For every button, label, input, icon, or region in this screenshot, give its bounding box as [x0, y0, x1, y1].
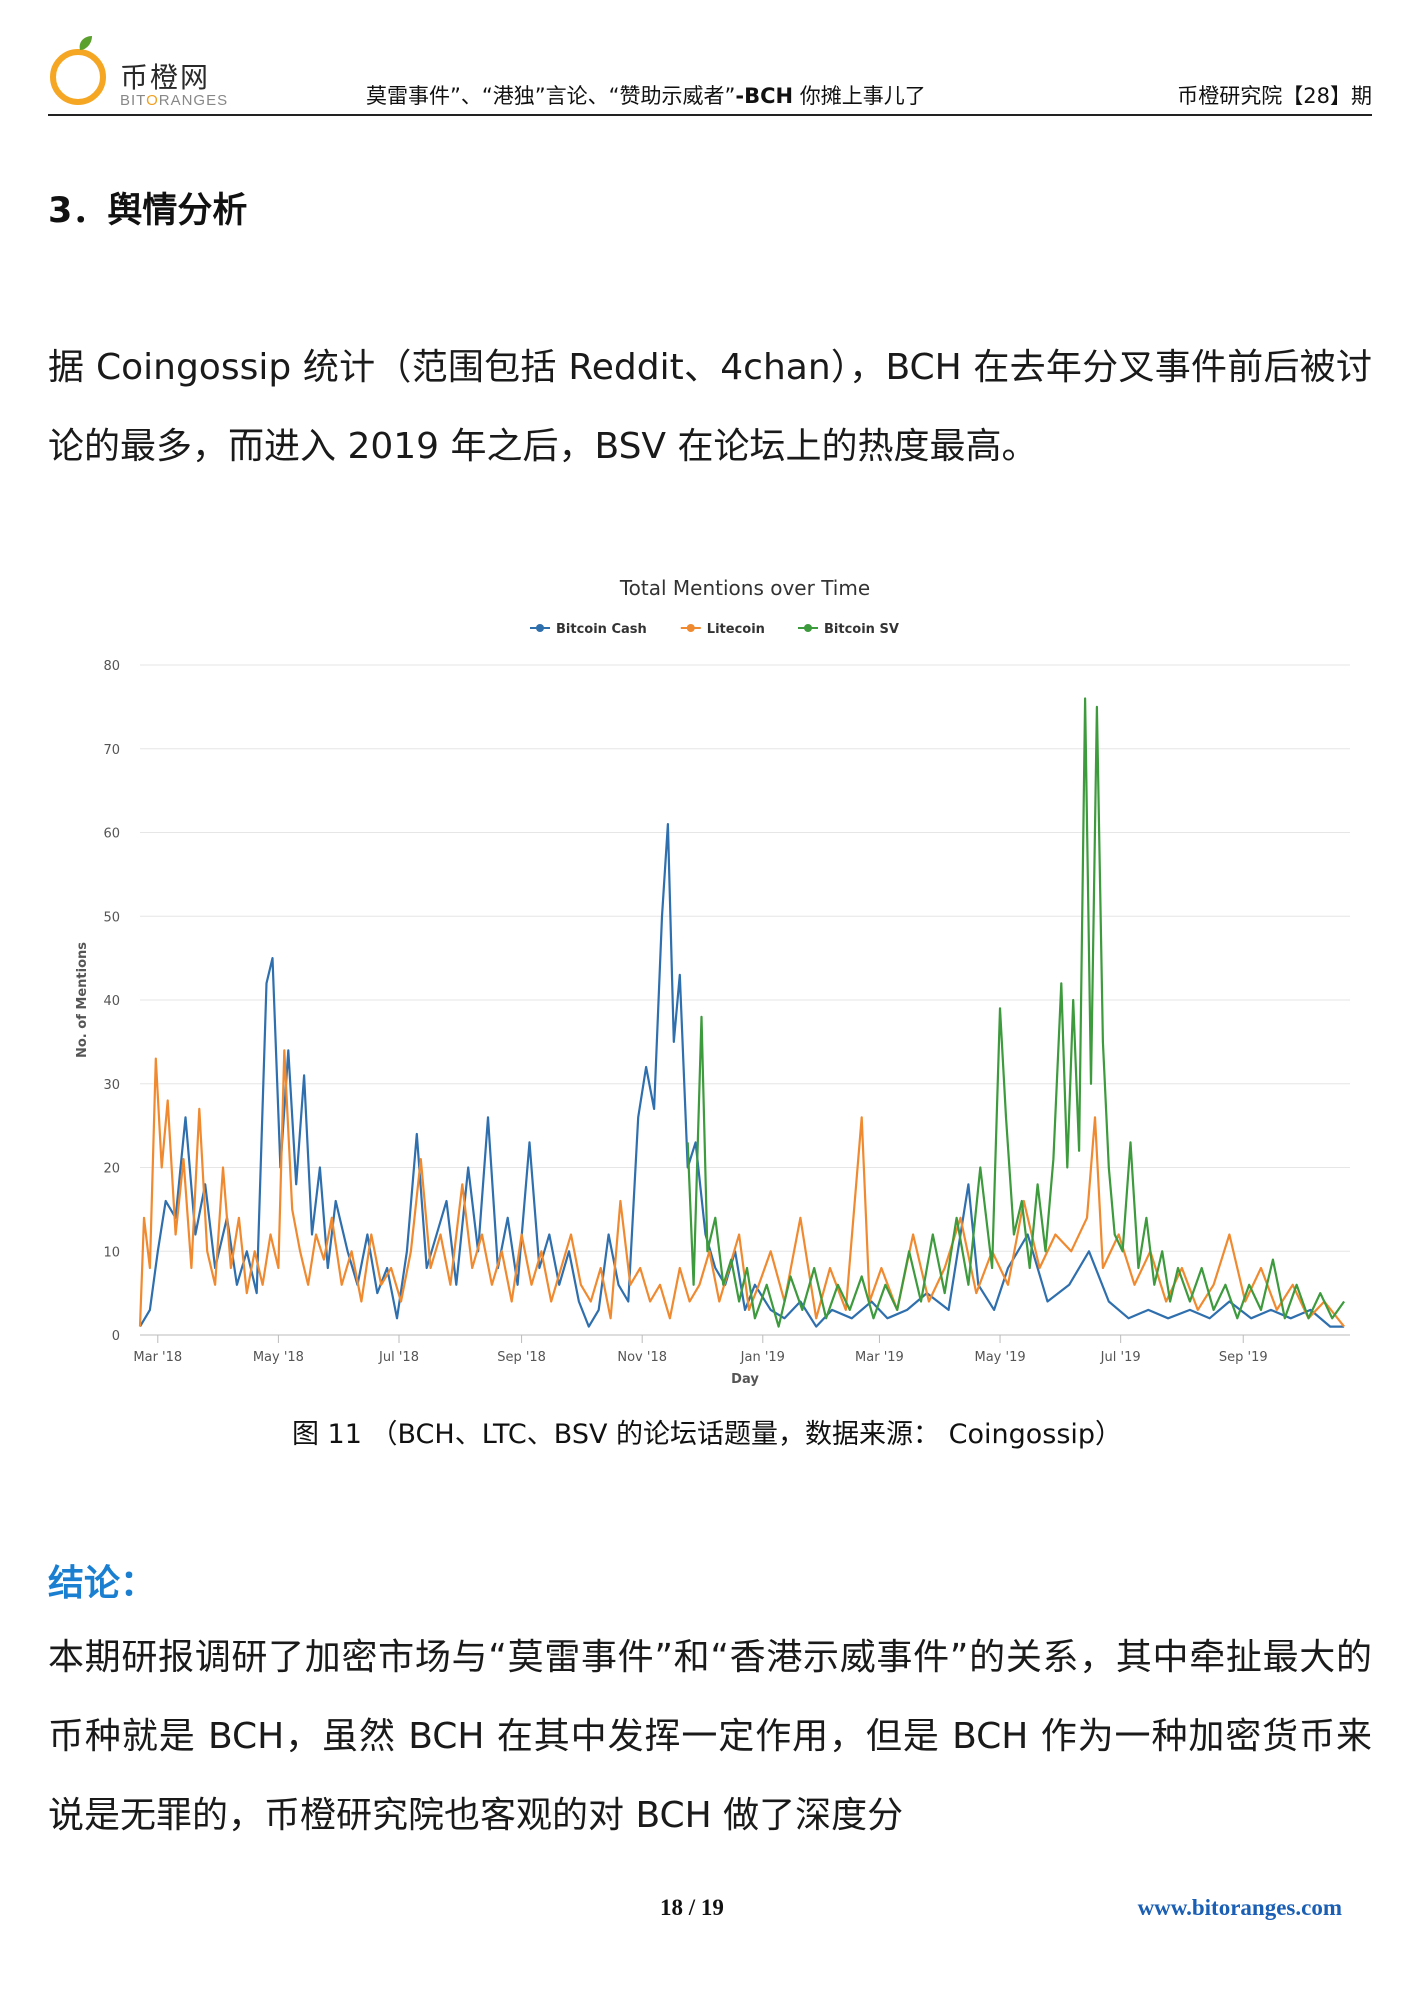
y-tick-label-50: 50 — [103, 910, 120, 925]
paragraph-conclusion: 本期研报调研了加密市场与“莫雷事件”和“香港示威事件”的关系，其中牵扯最大的币种… — [48, 1637, 1372, 1836]
x-tick-label-4: Nov '18 — [617, 1350, 667, 1365]
x-tick-label-9: Sep '19 — [1219, 1350, 1268, 1365]
legend-label-0: Bitcoin Cash — [556, 622, 647, 637]
legend-marker-2 — [804, 624, 812, 632]
y-tick-label-70: 70 — [103, 743, 120, 758]
header-issue: 币橙研究院【28】期 — [1177, 84, 1372, 108]
series-line-bitcoin-sv — [686, 697, 1345, 1328]
legend-marker-1 — [686, 624, 695, 632]
y-tick-label-30: 30 — [103, 1078, 120, 1093]
page-header: 币橙网 BITORANGES 莫雷事件”、“港独”言论、“赞助示威者”-BCH … — [48, 26, 1372, 116]
y-tick-label-10: 10 — [103, 1245, 120, 1260]
y-tick-label-80: 80 — [103, 659, 120, 674]
legend-label-1: Litecoin — [707, 622, 765, 637]
x-tick-label-2: Jul '18 — [378, 1350, 419, 1365]
x-tick-label-6: Mar '19 — [855, 1350, 904, 1365]
y-tick-label-0: 0 — [112, 1329, 120, 1344]
x-axis-label: Day — [731, 1372, 759, 1387]
logo-text-en: BITORANGES — [120, 92, 229, 109]
orange-logo-icon — [50, 36, 106, 105]
page-number: 18 / 19 — [660, 1895, 724, 1920]
series-line-litecoin — [138, 1049, 1345, 1328]
legend-marker-0 — [536, 624, 544, 632]
chart-title: Total Mentions over Time — [619, 576, 870, 600]
paragraph-intro: 据 Coingossip 统计（范围包括 Reddit、4chan），BCH 在… — [48, 347, 1372, 467]
x-tick-label-5: Jan '19 — [740, 1350, 785, 1365]
x-tick-label-1: May '18 — [253, 1350, 304, 1365]
mentions-chart: Total Mentions over Time Bitcoin Cash Lite… — [70, 565, 1360, 1395]
section-title: 3．舆情分析 — [48, 191, 248, 231]
legend-label-2: Bitcoin SV — [824, 622, 899, 637]
y-axis-label: No. of Mentions — [75, 942, 90, 1058]
logo-text-cn: 币橙网 — [120, 61, 211, 94]
conclusion-title: 结论： — [48, 1563, 157, 1604]
x-tick-label-7: May '19 — [974, 1350, 1025, 1365]
x-tick-label-0: Mar '18 — [133, 1350, 182, 1365]
website-link[interactable]: www.bitoranges.com — [1137, 1895, 1342, 1920]
y-tick-label-40: 40 — [103, 994, 120, 1009]
series-line-bitcoin-cash — [139, 823, 1345, 1328]
header-title: 莫雷事件”、“港独”言论、“赞助示威者”-BCH 你摊上事儿了 — [366, 84, 926, 108]
y-tick-label-60: 60 — [103, 827, 120, 842]
chart-svg: Total Mentions over Time Bitcoin Cash Lite… — [75, 576, 1350, 1387]
y-tick-label-20: 20 — [103, 1162, 120, 1177]
x-tick-label-8: Jul '19 — [1100, 1350, 1141, 1365]
x-tick-label-3: Sep '18 — [497, 1350, 546, 1365]
figure-caption: 图 11 （BCH、LTC、BSV 的论坛话题量，数据来源： Coingossi… — [291, 1419, 1123, 1450]
